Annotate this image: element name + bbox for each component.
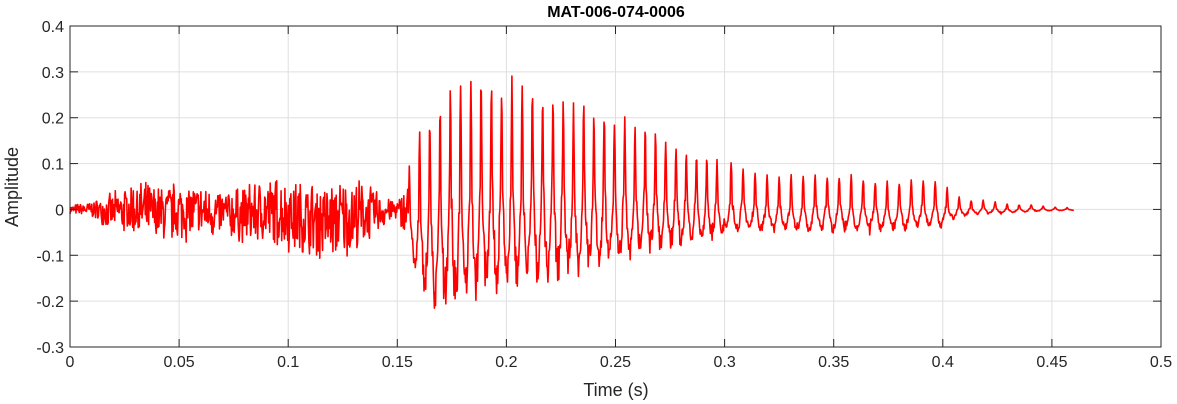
y-axis-label: Amplitude: [2, 147, 22, 227]
x-tick-label: 0.15: [382, 354, 413, 371]
y-tick-label: 0.3: [42, 65, 64, 82]
y-tick-label: 0: [55, 202, 64, 219]
y-tick-label: -0.1: [36, 248, 64, 265]
x-tick-label: 0.3: [713, 354, 735, 371]
y-tick-label: -0.2: [36, 294, 64, 311]
x-tick-label: 0.4: [932, 354, 954, 371]
waveform-series-line: [69, 75, 1075, 309]
x-tick-label: 0.45: [1036, 354, 1067, 371]
x-tick-label: 0.35: [818, 354, 849, 371]
x-tick-label: 0.2: [495, 354, 517, 371]
chart-title: MAT-006-074-0006: [547, 4, 685, 21]
y-tick-label: 0.1: [42, 157, 64, 174]
x-tick-label: 0.5: [1150, 354, 1172, 371]
x-tick-label: 0.25: [600, 354, 631, 371]
y-tick-label: -0.3: [36, 340, 64, 357]
y-tick-label: 0.2: [42, 111, 64, 128]
y-tick-label: 0.4: [42, 19, 64, 36]
x-tick-label: 0: [66, 354, 75, 371]
x-axis-ticks: 0 0.05 0.1 0.15 0.2 0.25 0.3 0.35 0.4 0.45 0.5: [66, 26, 1172, 371]
y-axis-ticks: -0.3 -0.2 -0.1 0 0.1 0.2 0.3 0.4: [36, 19, 1161, 357]
x-tick-label: 0.1: [277, 354, 299, 371]
x-tick-label: 0.05: [164, 354, 195, 371]
x-axis-label: Time (s): [583, 380, 648, 400]
